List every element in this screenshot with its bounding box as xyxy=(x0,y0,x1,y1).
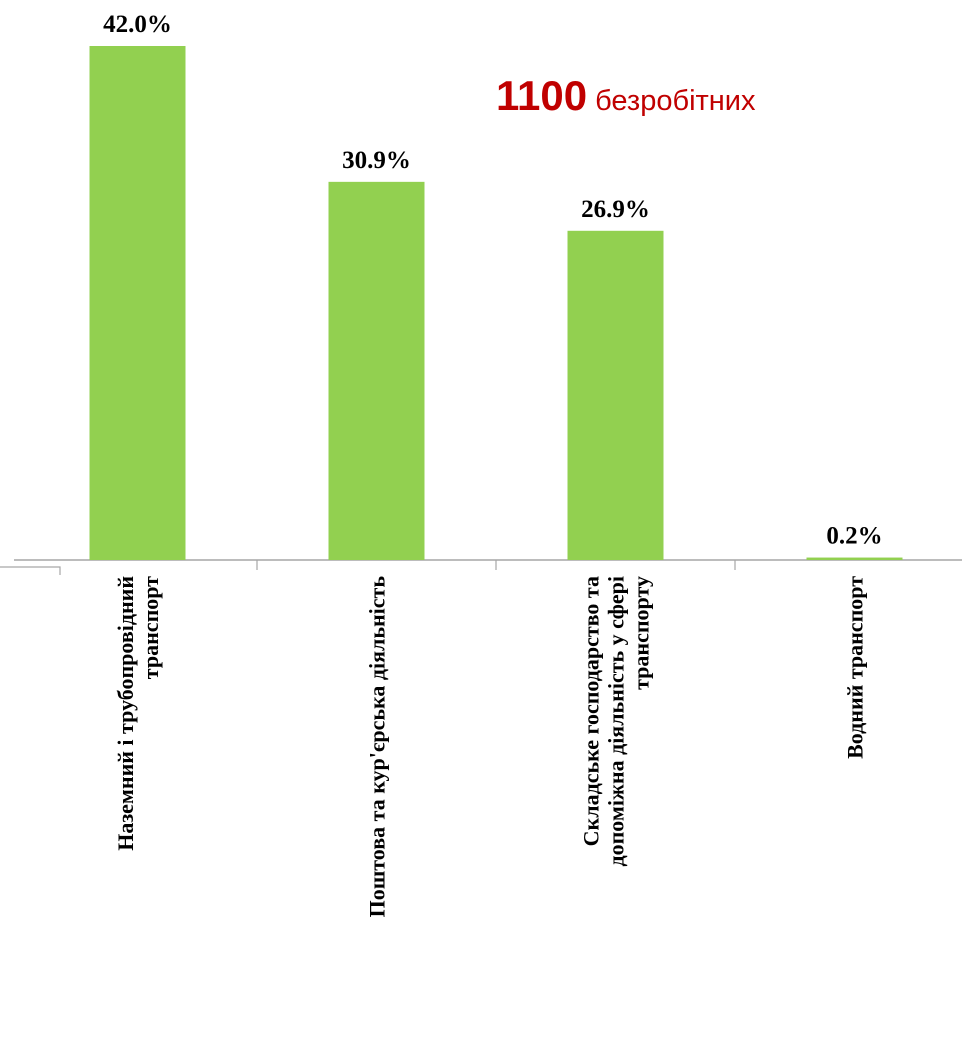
data-label: 26.9% xyxy=(581,196,650,223)
bar xyxy=(89,46,186,560)
data-label: 42.0% xyxy=(103,11,172,38)
category-label-line: Наземний і трубопровідний xyxy=(113,576,138,851)
bar xyxy=(567,230,664,561)
category-label-line: Складське господарство та xyxy=(579,576,604,846)
category-label-line: допоміжна діяльність у сфері xyxy=(604,576,629,867)
axis-bracket xyxy=(0,566,61,575)
data-label: 30.9% xyxy=(342,147,411,174)
axis-layer xyxy=(0,559,962,575)
unemployed-caption: безробітних xyxy=(595,85,756,117)
category-label-line: транспорт xyxy=(138,576,163,679)
bars-layer xyxy=(89,46,903,561)
labels-layer: 42.0% Наземний і трубопровіднийтранспорт 3… xyxy=(103,11,883,917)
category-label-line: Водний транспорт xyxy=(843,576,868,759)
bar xyxy=(806,557,903,560)
category-label: Складське господарство тадопоміжна діяль… xyxy=(579,576,654,867)
category-label: Водний транспорт xyxy=(843,576,868,759)
data-label: 0.2% xyxy=(826,523,882,550)
category-label: Наземний і трубопровіднийтранспорт xyxy=(113,576,163,851)
category-label-line: Поштова та кур'єрська діяльність xyxy=(365,576,390,918)
category-label-line: транспорту xyxy=(629,576,654,690)
bar xyxy=(328,181,425,561)
unemployed-count: 1100 xyxy=(496,72,588,119)
unemployed-headline: 1100 безробітних xyxy=(496,72,756,120)
category-label: Поштова та кур'єрська діяльність xyxy=(365,576,390,918)
